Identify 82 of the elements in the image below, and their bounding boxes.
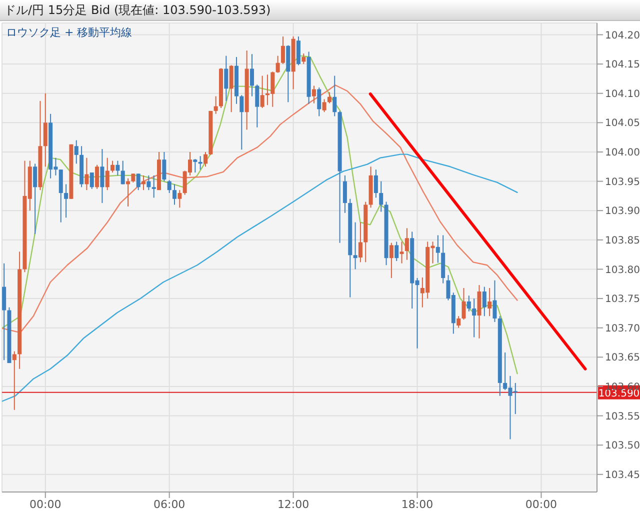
candlestick — [193, 158, 198, 173]
y-tick-label: 103.95 — [605, 176, 640, 188]
candlestick — [172, 184, 177, 206]
candlestick — [136, 173, 140, 191]
candlestick — [100, 148, 104, 204]
candlestick — [394, 241, 399, 262]
candlestick — [436, 234, 440, 264]
y-tick-label: 104.00 — [605, 148, 640, 159]
candlestick — [492, 280, 497, 322]
candlestick — [353, 222, 358, 270]
candlestick — [105, 157, 110, 191]
candlestick — [58, 169, 63, 223]
candlestick — [95, 164, 100, 190]
candlestick — [116, 160, 120, 176]
candlestick — [224, 55, 228, 102]
candlestick — [302, 52, 306, 65]
y-tick-label: 104.10 — [605, 88, 640, 100]
candlestick — [389, 242, 394, 279]
y-tick-label: 103.90 — [605, 206, 640, 218]
chart-title: ドル/円 15分足 Bid (現在値: 103.590-103.593) — [0, 0, 640, 21]
candlestick — [322, 98, 326, 113]
candlestick — [146, 174, 151, 191]
candlestick — [204, 151, 208, 168]
y-tick-label: 103.70 — [605, 323, 640, 334]
candlestick — [260, 75, 264, 109]
candlestick — [327, 92, 332, 104]
x-tick-label: 00:00 — [30, 498, 62, 511]
y-tick-label: 103.45 — [605, 470, 640, 481]
candlestick — [276, 55, 280, 74]
candlestick — [456, 316, 461, 328]
y-tick-label: 103.80 — [605, 264, 640, 276]
candlestick — [379, 180, 384, 212]
candlestick — [12, 350, 16, 410]
line-series — [2, 154, 518, 402]
candlestick — [214, 96, 218, 114]
candlestick — [33, 163, 38, 235]
candlestick — [162, 151, 166, 182]
candlestick — [466, 295, 471, 312]
candlestick — [255, 84, 260, 128]
candlestick — [2, 262, 6, 361]
y-tick-label: 104.15 — [605, 60, 640, 71]
x-tick-label: 12:00 — [277, 498, 310, 511]
y-tick-label: 104.05 — [605, 118, 640, 130]
candlestick — [90, 172, 94, 190]
x-tick-label: 18:00 — [401, 498, 434, 511]
candlestick — [400, 241, 404, 264]
y-tick-label: 103.50 — [605, 440, 640, 452]
candlestick — [84, 157, 89, 191]
candlestick — [64, 184, 68, 218]
candlestick — [120, 160, 125, 185]
candlestick — [280, 36, 285, 65]
candlestick — [342, 174, 347, 214]
candlestick — [482, 286, 486, 317]
candlestick — [74, 140, 78, 164]
candlestick — [167, 180, 172, 194]
candlestick — [152, 174, 156, 198]
chart-subtitle: ロウソク足 + 移動平均線 — [6, 25, 132, 40]
candlestick — [374, 169, 378, 198]
candlestick — [472, 298, 476, 338]
candlestick — [296, 36, 300, 66]
y-tick-label: 103.65 — [605, 352, 640, 364]
candlestick — [250, 54, 254, 97]
y-tick-label: 103.55 — [605, 411, 640, 422]
candlestick — [462, 287, 466, 320]
y-tick-label: 103.85 — [605, 235, 640, 246]
candlestick — [317, 86, 322, 117]
candlestick — [404, 228, 409, 260]
x-tick-label: 00:00 — [525, 498, 558, 511]
candlestick — [110, 160, 115, 173]
candlestick — [178, 190, 182, 208]
candlestick — [312, 85, 316, 104]
y-tick-label: 103.75 — [605, 294, 640, 306]
candlestick — [229, 64, 234, 113]
ref-line-label: 103.590 — [598, 388, 640, 400]
x-tick-label: 06:00 — [153, 498, 186, 511]
candlestick — [240, 94, 244, 150]
line-series — [2, 84, 518, 334]
candlestick — [332, 75, 337, 117]
candlestick — [488, 287, 492, 317]
candlestick — [43, 92, 48, 168]
candlestick — [358, 222, 362, 263]
y-tick-label: 104.20 — [605, 30, 640, 42]
